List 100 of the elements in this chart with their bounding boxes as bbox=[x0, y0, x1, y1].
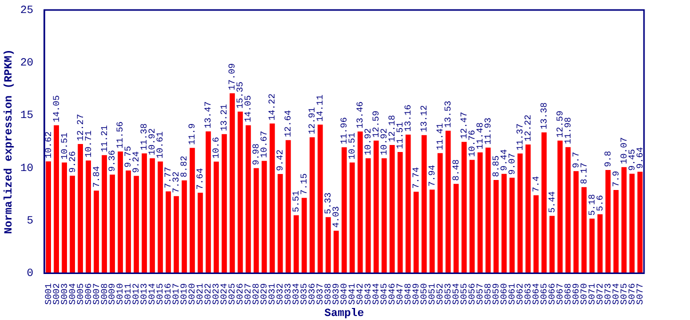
bar bbox=[286, 140, 291, 274]
y-tick-label: 20 bbox=[20, 58, 34, 70]
x-tick-label: S021 bbox=[196, 283, 206, 305]
x-tick-label: S057 bbox=[476, 283, 486, 305]
bar bbox=[486, 148, 491, 274]
data-label: 11.37 bbox=[515, 123, 526, 150]
bar bbox=[366, 158, 371, 274]
data-label: 12.64 bbox=[284, 110, 294, 138]
x-tick-label: S042 bbox=[356, 283, 366, 305]
bar bbox=[350, 162, 355, 274]
bar bbox=[374, 140, 379, 274]
y-tick-label: 5 bbox=[26, 215, 34, 228]
x-tick-label: S038 bbox=[324, 283, 334, 305]
x-tick-label: S066 bbox=[547, 283, 558, 305]
x-tick-label: S004 bbox=[68, 283, 78, 305]
x-tick-label: S025 bbox=[228, 283, 238, 305]
x-tick-label: S036 bbox=[308, 283, 318, 305]
bar bbox=[142, 153, 147, 274]
data-label: 13.38 bbox=[539, 102, 550, 130]
data-label: 11.98 bbox=[563, 117, 574, 144]
x-tick-label: S040 bbox=[340, 283, 350, 305]
bar bbox=[118, 151, 123, 274]
x-tick-label: S002 bbox=[52, 283, 62, 305]
x-tick-label: S049 bbox=[412, 283, 422, 305]
x-tick-label: S028 bbox=[252, 283, 262, 305]
x-tick-label: S007 bbox=[92, 283, 102, 305]
bar bbox=[462, 142, 467, 274]
bar bbox=[438, 153, 443, 274]
bar bbox=[565, 147, 571, 274]
x-tick-label: S064 bbox=[531, 283, 542, 305]
data-label: 10.62 bbox=[44, 131, 54, 158]
bar bbox=[94, 190, 99, 274]
x-tick-label: S059 bbox=[491, 283, 502, 305]
bar bbox=[262, 160, 267, 274]
data-label: 7.9 bbox=[611, 170, 622, 188]
bar bbox=[158, 161, 163, 274]
bar bbox=[589, 218, 595, 274]
x-tick-label: S053 bbox=[444, 283, 454, 305]
y-tick-label: 10 bbox=[20, 162, 34, 175]
data-label: 11.21 bbox=[100, 125, 110, 152]
data-label: 10.51 bbox=[348, 132, 358, 160]
x-tick-label: S060 bbox=[499, 283, 510, 305]
x-tick-label: S061 bbox=[507, 283, 518, 305]
data-label: 12.47 bbox=[460, 112, 470, 139]
data-label: 9.75 bbox=[124, 146, 134, 168]
x-tick-label: S032 bbox=[276, 283, 286, 305]
data-label: 5.18 bbox=[587, 194, 598, 216]
data-label: 7.84 bbox=[92, 166, 102, 188]
bar bbox=[541, 132, 547, 274]
bar bbox=[573, 171, 579, 274]
bar bbox=[525, 144, 531, 274]
data-label: 5.6 bbox=[595, 195, 606, 212]
data-label: 10.71 bbox=[84, 130, 94, 158]
bar bbox=[150, 158, 155, 274]
y-tick-label: 0 bbox=[26, 268, 34, 280]
data-label: 11.93 bbox=[483, 118, 494, 145]
data-label: 12.59 bbox=[555, 110, 566, 138]
data-label: 9.64 bbox=[635, 147, 646, 169]
x-tick-label: S033 bbox=[284, 283, 294, 305]
bar bbox=[517, 153, 523, 274]
x-tick-label: S047 bbox=[396, 283, 406, 305]
y-tick-label: 25 bbox=[20, 4, 34, 17]
bar bbox=[549, 216, 555, 274]
bar bbox=[302, 198, 307, 274]
bar bbox=[637, 172, 643, 274]
bar bbox=[206, 131, 211, 274]
data-label: 14.05 bbox=[244, 95, 254, 122]
data-label: 17.09 bbox=[228, 63, 238, 90]
bar bbox=[597, 214, 603, 274]
x-tick-label: S001 bbox=[44, 283, 54, 305]
x-tick-label: S044 bbox=[372, 283, 382, 305]
data-label: 10.61 bbox=[156, 131, 166, 158]
bar bbox=[581, 187, 587, 274]
bar bbox=[166, 191, 171, 274]
data-label: 9.42 bbox=[276, 149, 286, 172]
x-tick-label: S009 bbox=[108, 283, 118, 305]
x-tick-label: S037 bbox=[316, 283, 326, 305]
x-tick-label: S056 bbox=[468, 283, 478, 305]
bar bbox=[382, 158, 387, 274]
bar bbox=[294, 215, 299, 274]
x-tick-label: S016 bbox=[164, 283, 174, 305]
bar bbox=[198, 192, 203, 274]
x-tick-label: S005 bbox=[76, 283, 86, 305]
x-tick-label: S052 bbox=[436, 283, 446, 305]
bar bbox=[174, 196, 179, 274]
data-label: 11.48 bbox=[476, 122, 486, 150]
x-tick-label: S014 bbox=[148, 283, 158, 305]
data-label: 12.18 bbox=[388, 114, 398, 142]
x-tick-label: S063 bbox=[523, 283, 534, 305]
bar bbox=[254, 168, 259, 274]
x-tick-label: S069 bbox=[571, 283, 582, 305]
data-label: 13.16 bbox=[404, 104, 414, 132]
x-tick-label: S067 bbox=[555, 283, 566, 305]
x-tick-label: S026 bbox=[236, 283, 246, 305]
data-label: 15.35 bbox=[236, 82, 246, 109]
x-tick-label: S071 bbox=[587, 283, 598, 305]
bar bbox=[70, 176, 75, 274]
data-label: 10.51 bbox=[60, 132, 70, 160]
y-axis-title: Normalized expression (RPKM) bbox=[3, 49, 16, 234]
x-tick-label: S058 bbox=[483, 283, 494, 305]
